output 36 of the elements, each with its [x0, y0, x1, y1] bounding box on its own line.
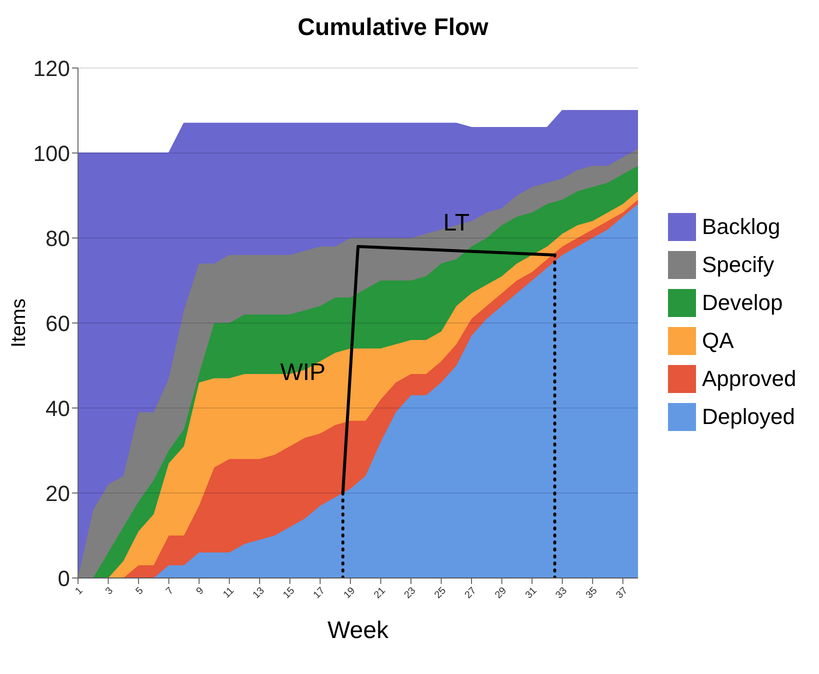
x-tick-label: 3 — [104, 585, 116, 598]
x-tick-label: 13 — [251, 585, 268, 602]
x-tick-label: 27 — [463, 585, 479, 602]
x-tick-label: 21 — [372, 585, 388, 602]
legend-label: Develop — [702, 290, 783, 316]
x-tick-label: 29 — [493, 585, 510, 602]
legend-label: Deployed — [702, 404, 795, 430]
y-tick-label: 100 — [33, 140, 70, 166]
x-tick-label: 7 — [164, 585, 176, 598]
x-tick-label: 23 — [402, 585, 418, 602]
x-tick-label: 11 — [221, 585, 237, 600]
annotation: LT — [443, 210, 470, 236]
y-tick-label: 80 — [46, 226, 70, 251]
y-tick-label: 40 — [46, 396, 70, 421]
legend-label: QA — [702, 328, 734, 354]
x-tick-label: 9 — [194, 585, 207, 598]
y-tick-label: 120 — [33, 56, 70, 81]
x-tick-label: 35 — [584, 585, 600, 602]
x-tick-label: 31 — [524, 585, 540, 602]
legend-label: Specify — [702, 252, 774, 278]
chart-title: Cumulative Flow — [296, 13, 490, 43]
y-tick-label: 0 — [58, 566, 70, 591]
legend-label: Backlog — [702, 214, 780, 240]
x-tick-label: 25 — [432, 585, 449, 602]
x-tick-label: 19 — [342, 585, 358, 602]
x-tick-label: 33 — [554, 585, 570, 602]
x-tick-label: 17 — [312, 585, 328, 602]
x-tick-label: 15 — [281, 585, 298, 602]
x-tick-label: 1 — [73, 585, 86, 598]
legend-label: Approved — [702, 366, 796, 392]
y-axis-title: Items — [8, 298, 30, 348]
x-axis-title: Week — [328, 617, 390, 644]
y-tick-label: 60 — [46, 310, 70, 336]
x-tick-label: 5 — [134, 585, 146, 598]
y-tick-label: 20 — [46, 480, 70, 506]
x-tick-label: 37 — [614, 585, 630, 602]
